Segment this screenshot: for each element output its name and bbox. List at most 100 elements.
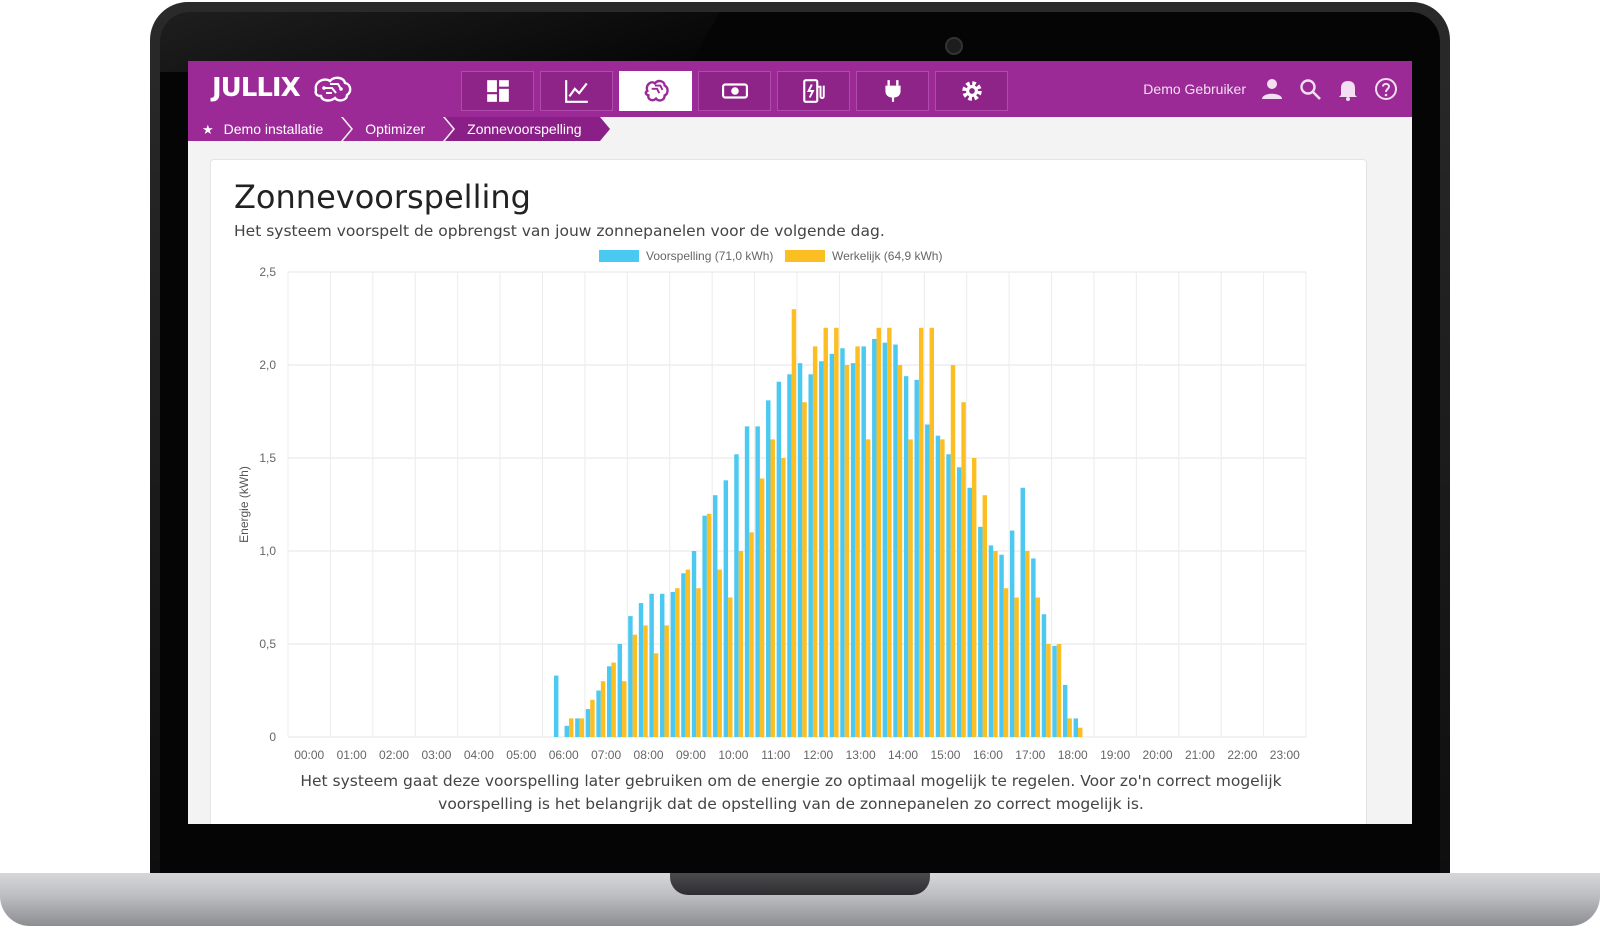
webcam-icon (945, 37, 963, 55)
footer-text: Het systeem gaat deze voorspelling later… (300, 772, 1282, 813)
bar-actual (706, 513, 712, 737)
bar-forecast (946, 454, 951, 737)
bar-forecast (766, 400, 771, 737)
y-tick-label: 2,0 (259, 358, 276, 372)
bar-actual (1014, 597, 1019, 737)
x-tick-label: 18:00 (1058, 748, 1088, 762)
bar-forecast (585, 709, 591, 737)
search-icon[interactable] (1298, 77, 1322, 101)
bar-actual (1046, 644, 1051, 737)
gear-icon (961, 81, 982, 101)
nav-chart-button[interactable] (540, 71, 613, 111)
bar-actual (664, 625, 669, 737)
top-navigation-bar: JULLIX (188, 61, 1412, 117)
line-chart-icon (564, 80, 588, 103)
bar-forecast (1031, 558, 1036, 737)
bar-forecast (988, 545, 994, 737)
y-tick-label: 0 (269, 730, 276, 744)
bell-icon[interactable] (1336, 77, 1360, 101)
bar-forecast (882, 342, 888, 737)
bar-forecast (914, 379, 919, 737)
bar-actual (1067, 718, 1072, 737)
x-tick-label: 15:00 (930, 748, 960, 762)
help-icon[interactable] (1374, 77, 1398, 101)
page-subtitle: Het systeem voorspelt de opbrengst van j… (234, 222, 885, 240)
bar-actual (643, 625, 648, 737)
bar-forecast (575, 718, 580, 737)
x-tick-label: 06:00 (549, 748, 579, 762)
breadcrumb-item-current[interactable]: Zonnevoorspelling (445, 117, 611, 141)
bar-forecast (596, 690, 601, 737)
bar-forecast (797, 363, 803, 737)
x-tick-label: 09:00 (676, 748, 706, 762)
bar-actual (855, 346, 860, 737)
jullix-logo[interactable]: JULLIX (212, 73, 354, 104)
bar-forecast (872, 338, 877, 737)
bar-forecast (617, 644, 623, 737)
bar-forecast (893, 344, 898, 737)
y-tick-label: 2,5 (259, 265, 276, 279)
user-area: Demo Gebruiker (1143, 77, 1398, 101)
bar-forecast (723, 480, 729, 737)
bar-actual (569, 718, 574, 737)
bar-actual (844, 365, 850, 737)
breadcrumb-item-installation[interactable]: ★ Demo installatie (188, 117, 352, 141)
x-tick-label: 23:00 (1270, 748, 1300, 762)
bar-forecast (1041, 614, 1047, 737)
x-tick-label: 16:00 (973, 748, 1003, 762)
breadcrumb: ★ Demo installatie Optimizer Zonnevoorspe… (188, 117, 611, 141)
x-tick-label: 11:00 (761, 748, 790, 762)
bar-forecast (861, 346, 866, 737)
x-tick-label: 01:00 (337, 748, 367, 762)
bar-actual (653, 653, 659, 737)
bar-actual (770, 439, 775, 737)
bar-actual (876, 327, 881, 737)
bar-actual (728, 597, 733, 737)
bar-forecast (840, 348, 845, 737)
nav-money-button[interactable] (698, 71, 771, 111)
breadcrumb-label: Demo installatie (223, 121, 324, 137)
ev-charger-icon (802, 79, 825, 103)
bar-forecast (564, 725, 570, 737)
breadcrumb-item-optimizer[interactable]: Optimizer (343, 117, 454, 141)
bar-actual (802, 402, 807, 737)
bar-actual (759, 478, 765, 737)
bar-forecast (702, 515, 707, 737)
bar-actual (865, 439, 871, 737)
nav-settings-button[interactable] (935, 71, 1008, 111)
bar-forecast (808, 374, 813, 737)
bar-forecast (967, 487, 972, 737)
x-tick-label: 17:00 (1015, 748, 1045, 762)
x-tick-label: 21:00 (1185, 748, 1215, 762)
bar-forecast (850, 363, 856, 737)
nav-optimizer-button[interactable] (619, 71, 692, 111)
bar-actual (897, 365, 903, 737)
bar-forecast (1020, 487, 1025, 737)
user-icon[interactable] (1260, 77, 1284, 101)
bar-actual (834, 327, 839, 737)
x-tick-label: 13:00 (846, 748, 876, 762)
bar-forecast (670, 591, 676, 737)
bar-actual (632, 634, 638, 737)
breadcrumb-label: Optimizer (365, 121, 426, 137)
nav-ev-charger-button[interactable] (777, 71, 850, 111)
bar-forecast (776, 381, 782, 737)
nav-plug-button[interactable] (856, 71, 929, 111)
x-tick-label: 10:00 (718, 748, 748, 762)
bar-forecast (734, 454, 739, 737)
page-title: Zonnevoorspelling (234, 178, 531, 216)
bar-forecast (681, 573, 686, 737)
user-name[interactable]: Demo Gebruiker (1143, 81, 1246, 97)
legend-swatch (599, 250, 639, 262)
bar-actual (749, 532, 754, 737)
bar-actual (812, 346, 818, 737)
nav-dashboard-button[interactable] (461, 71, 534, 111)
breadcrumb-label: Zonnevoorspelling (467, 121, 582, 137)
y-tick-label: 1,5 (259, 451, 276, 465)
legend-label: Werkelijk (64,9 kWh) (832, 249, 942, 263)
bar-forecast (1062, 684, 1068, 737)
bar-forecast (691, 551, 697, 737)
y-axis-label: Energie (kWh) (237, 466, 251, 543)
app-screen: JULLIX (188, 61, 1412, 824)
x-tick-label: 14:00 (888, 748, 918, 762)
